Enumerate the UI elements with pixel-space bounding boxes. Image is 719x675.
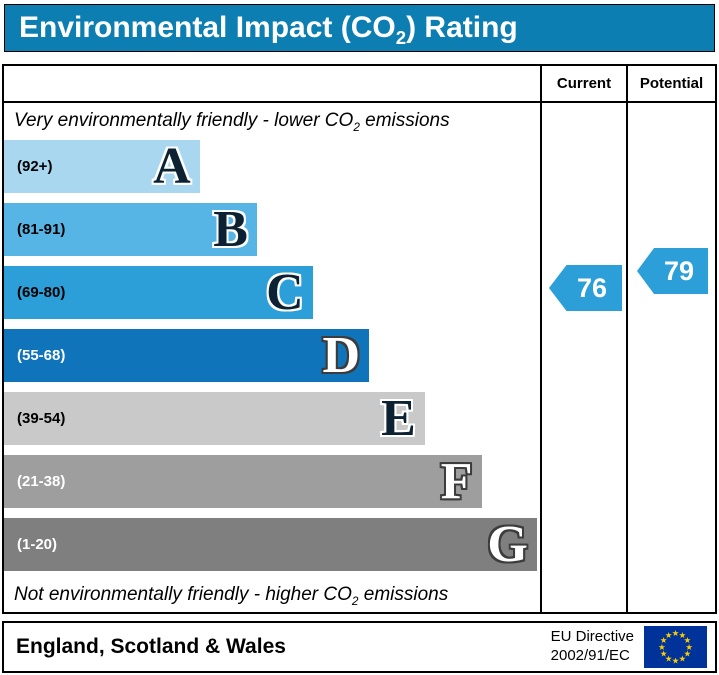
band-letter: B (213, 200, 248, 258)
chart-header-spacer (4, 66, 540, 103)
top-note: Very environmentally friendly - lower CO… (14, 110, 450, 134)
band-row-e: (39-54) E (4, 387, 540, 450)
band-bar: (21-38) F (4, 455, 482, 508)
svg-text:★: ★ (665, 630, 673, 640)
band-range: (92+) (17, 158, 53, 175)
band-range: (69-80) (17, 284, 66, 301)
band-bar: (81-91) B (4, 203, 257, 256)
potential-column-header: Potential (626, 66, 715, 103)
svg-text:★: ★ (679, 654, 687, 664)
svg-text:★: ★ (684, 635, 692, 645)
svg-text:★: ★ (660, 635, 668, 645)
band-bar: (1-20) G (4, 518, 537, 571)
band-range: (39-54) (17, 410, 66, 427)
band-row-g: (1-20) G (4, 513, 540, 576)
co2-subscript: 2 (351, 594, 359, 608)
bottom-note: Not environmentally friendly - higher CO… (14, 584, 449, 608)
band-bar: (55-68) D (4, 326, 370, 384)
svg-text:★: ★ (684, 649, 692, 659)
band-letter: E (381, 389, 416, 447)
co2-subscript: 2 (353, 120, 360, 134)
current-rating-pointer: 76 (549, 265, 622, 311)
eu-directive-line1: EU Directive (550, 628, 634, 646)
svg-text:★: ★ (679, 630, 687, 640)
band-row-a: (92+) A (4, 135, 540, 198)
page-title: Environmental Impact (CO2) Rating (19, 11, 518, 48)
svg-text:★: ★ (685, 642, 693, 652)
potential-rating-pointer: 79 (637, 248, 708, 294)
band-range: (21-38) (17, 473, 66, 490)
band-range: (81-91) (17, 221, 66, 238)
region-label: England, Scotland & Wales (16, 635, 286, 658)
band-bar: (69-80) C (4, 266, 313, 319)
band-letter: C (266, 263, 304, 321)
potential-rating-value: 79 (663, 255, 695, 286)
band-row-c: (69-80) C (4, 261, 540, 324)
co2-subscript: 2 (395, 27, 407, 48)
band-bar: (92+) A (4, 140, 200, 193)
svg-text:★: ★ (658, 642, 666, 652)
band-letter: F (440, 452, 473, 510)
current-column-header: Current (540, 66, 626, 103)
band-row-d: (55-68) D (4, 324, 540, 387)
band-letter: D (322, 326, 361, 384)
potential-rating-column: 79 (626, 103, 715, 612)
eu-flag-icon: ★ ★ ★ ★ ★ ★ ★ ★ ★ ★ ★ ★ (644, 626, 707, 668)
svg-text:★: ★ (672, 628, 680, 638)
band-row-f: (21-38) F (4, 450, 540, 513)
band-range: (1-20) (17, 536, 58, 553)
eu-directive-line2: 2002/91/EC (550, 647, 630, 664)
title-bar: Environmental Impact (CO2) Rating (4, 4, 715, 52)
band-row-b: (81-91) B (4, 198, 540, 261)
band-letter: A (153, 137, 191, 195)
band-letter: G (487, 515, 528, 573)
band-range: (55-68) (17, 347, 66, 364)
band-bar: (39-54) E (4, 392, 425, 445)
footer: England, Scotland & Wales EU Directive 2… (2, 621, 717, 673)
svg-text:★: ★ (672, 655, 680, 665)
eu-directive-label: EU Directive 2002/91/EC (551, 628, 634, 666)
bands-area: Very environmentally friendly - lower CO… (4, 103, 540, 612)
svg-text:★: ★ (665, 654, 673, 664)
current-rating-value: 76 (576, 272, 608, 303)
co2-rating-chart: Current Potential Very environmentally f… (2, 64, 717, 614)
current-rating-column: 76 (540, 103, 626, 612)
svg-text:★: ★ (660, 649, 668, 659)
